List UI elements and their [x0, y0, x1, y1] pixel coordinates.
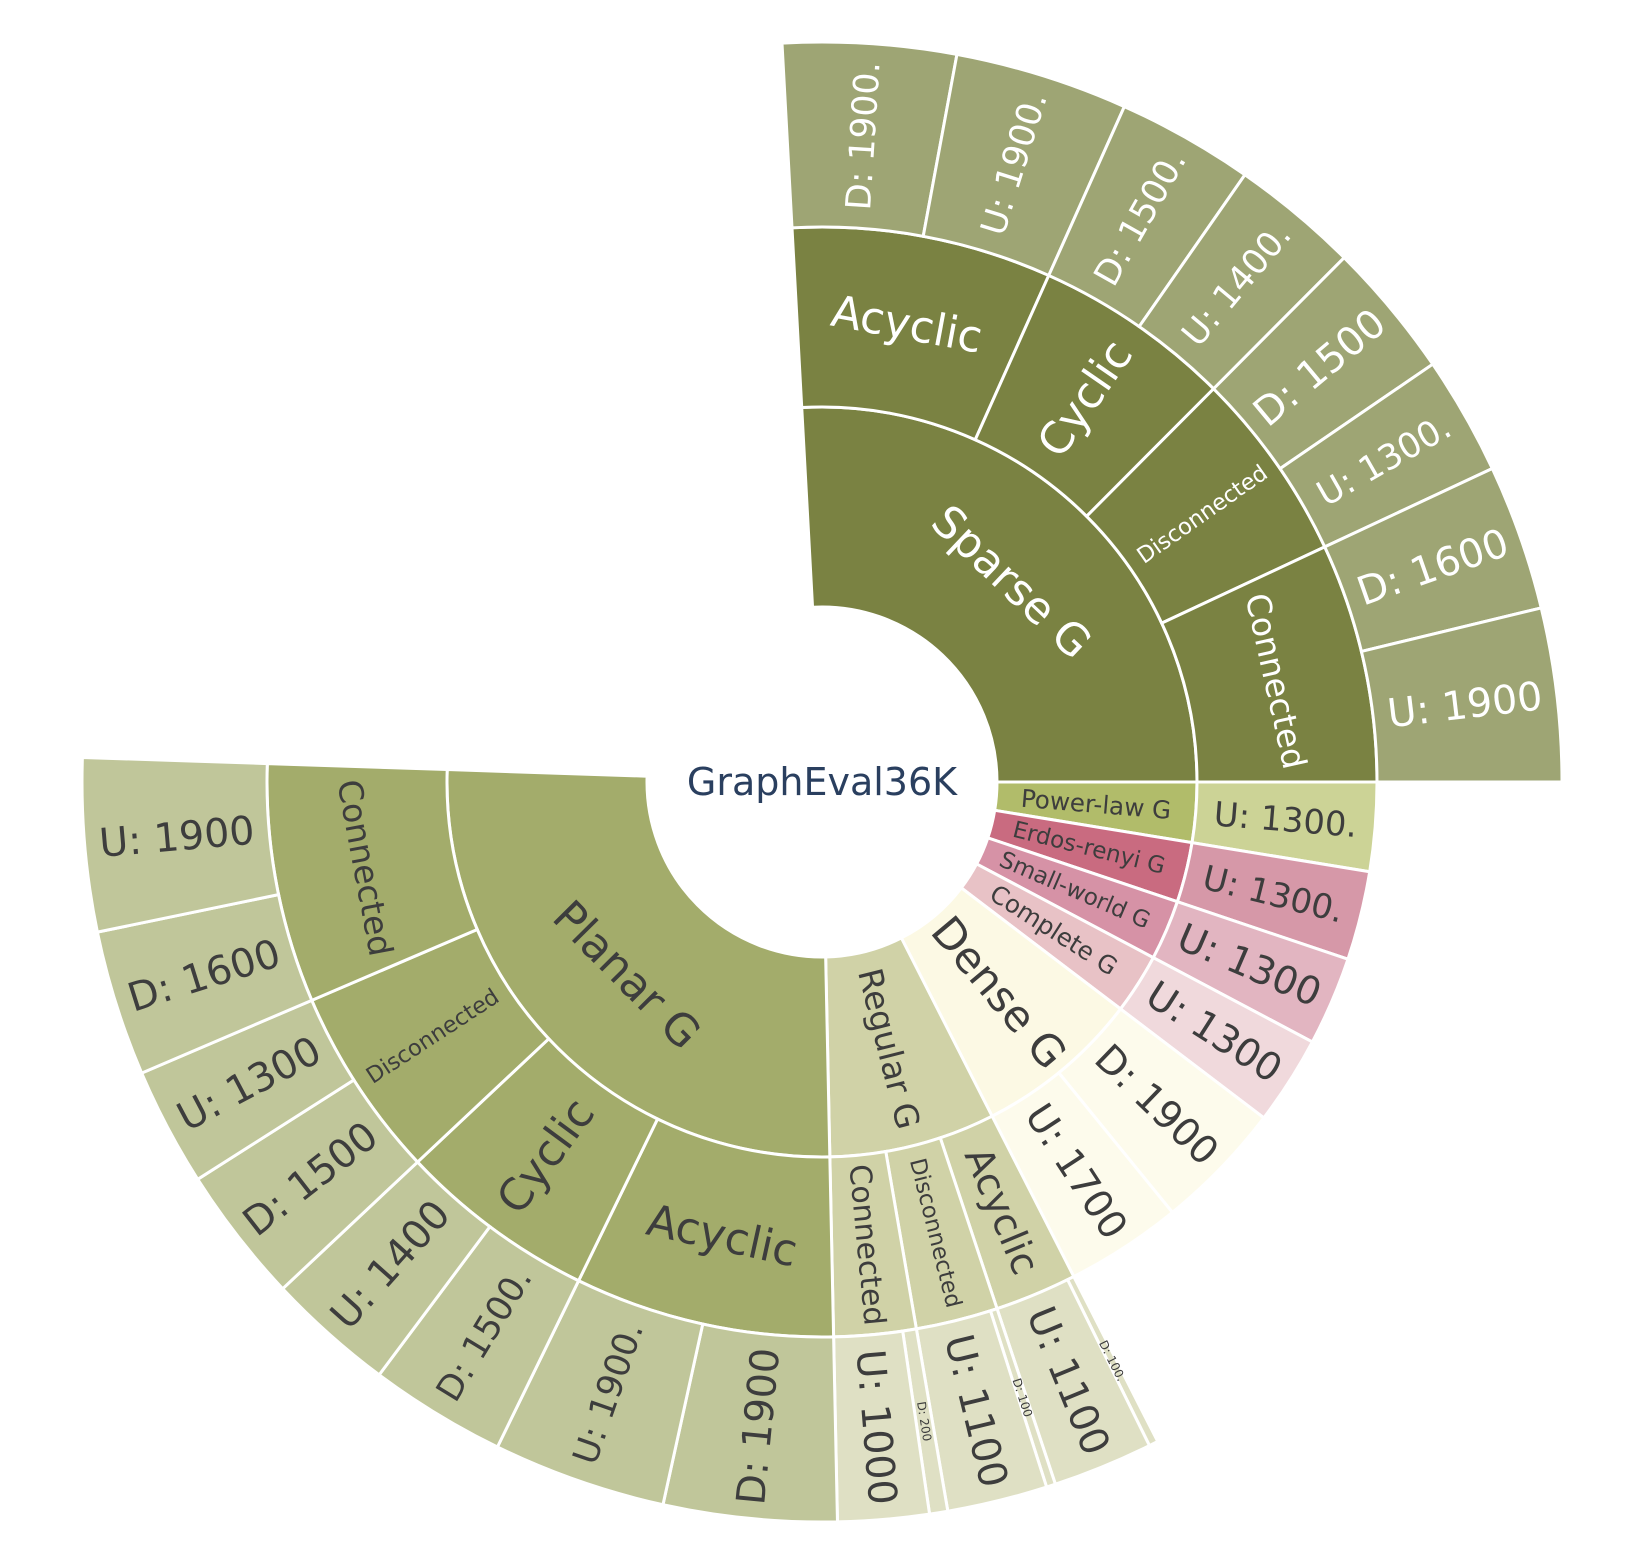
root-center[interactable] — [647, 607, 997, 957]
root-label: GraphEval36K — [687, 760, 958, 804]
ring1-planar-g-connected-3-u-1900-1-segment[interactable] — [80, 755, 281, 934]
ring1-sparse-g-connected-3-u-1900-1-segment[interactable] — [1359, 606, 1564, 784]
sunburst-segments — [80, 40, 1564, 1524]
ring1-regular-g-connected-2-d-200-0-label: D: 200 — [914, 1401, 934, 1443]
ring1-sparse-g-acyclic-0-d-1900-0-label: D: 1900. — [839, 60, 889, 211]
